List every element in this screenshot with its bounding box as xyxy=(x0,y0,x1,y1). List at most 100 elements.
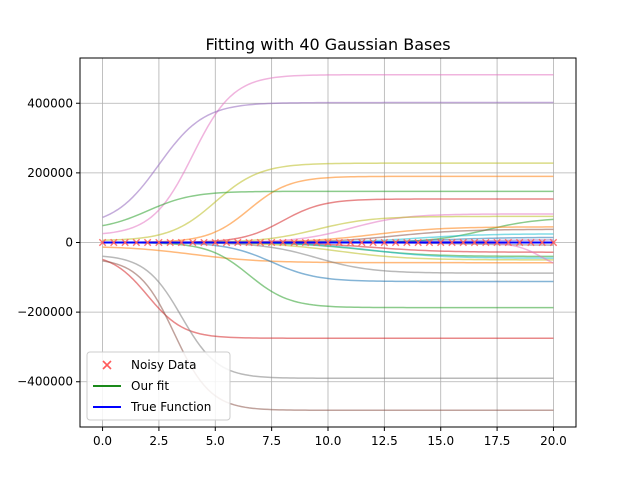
basis-curve xyxy=(102,190,554,227)
marker-stroke xyxy=(245,238,253,247)
noisy-data-marker xyxy=(380,238,389,247)
x-tick-label: 20.0 xyxy=(540,434,567,448)
marker-stroke xyxy=(448,238,456,247)
noisy-data-marker xyxy=(189,238,197,247)
noisy-data-marker xyxy=(245,238,253,247)
noisy-data-marker xyxy=(166,238,174,247)
marker-stroke xyxy=(110,238,118,247)
marker-stroke xyxy=(482,238,490,247)
noisy-data-marker xyxy=(549,238,558,247)
noisy-data-marker xyxy=(200,238,208,247)
marker-stroke xyxy=(346,238,355,247)
x-tick-label: 17.5 xyxy=(484,434,511,448)
marker-stroke xyxy=(437,238,445,247)
marker-stroke xyxy=(98,238,107,247)
y-tick-label: 0 xyxy=(65,236,73,250)
noisy-data-marker xyxy=(527,238,535,247)
noisy-data-marker xyxy=(538,238,546,247)
noisy-data-marker xyxy=(132,238,141,247)
noisy-data-marker xyxy=(425,238,434,247)
marker-stroke xyxy=(267,238,276,247)
y-tick-label: 200000 xyxy=(27,166,73,180)
marker-stroke xyxy=(470,238,479,247)
marker-stroke xyxy=(380,238,389,247)
noisy-data-marker xyxy=(504,238,513,247)
marker-stroke xyxy=(527,238,535,247)
marker-stroke xyxy=(391,238,400,247)
marker-stroke xyxy=(301,238,310,247)
noisy-data-marker xyxy=(211,238,219,247)
noisy-data-marker xyxy=(414,238,422,247)
noisy-data-marker xyxy=(121,238,129,247)
marker-stroke xyxy=(290,238,298,247)
noisy-data-marker xyxy=(279,238,287,247)
noisy-data-marker xyxy=(346,238,355,247)
legend-label: Noisy Data xyxy=(131,358,196,372)
marker-stroke xyxy=(313,238,321,247)
x-tick-label: 10.0 xyxy=(315,434,342,448)
noisy-data-marker xyxy=(267,238,276,247)
marker-stroke xyxy=(121,238,129,247)
marker-stroke xyxy=(493,238,501,247)
noisy-data-marker xyxy=(177,238,186,247)
y-tick-label: 400000 xyxy=(27,96,73,110)
marker-stroke xyxy=(515,238,524,247)
basis-curve xyxy=(102,101,554,219)
basis-curve xyxy=(102,260,554,412)
noisy-data-marker xyxy=(391,238,400,247)
noisy-data-marker xyxy=(335,238,343,247)
basis-curve xyxy=(102,175,554,244)
noisy-data-marker xyxy=(448,238,456,247)
marker-stroke xyxy=(143,238,152,247)
marker-stroke xyxy=(234,238,242,247)
marker-stroke xyxy=(335,238,343,247)
noisy-data-marker xyxy=(403,238,411,247)
x-tick-label: 12.5 xyxy=(371,434,398,448)
marker-stroke xyxy=(166,238,174,247)
marker-stroke xyxy=(177,238,186,247)
marker-stroke xyxy=(222,238,231,247)
noisy-data-marker xyxy=(98,238,107,247)
legend-box xyxy=(86,351,231,421)
basis-curve xyxy=(102,73,554,235)
noisy-data-marker xyxy=(110,238,118,247)
noisy-data-marker xyxy=(324,238,332,247)
marker-stroke xyxy=(189,238,197,247)
marker-stroke xyxy=(403,238,411,247)
x-tick-label: 5.0 xyxy=(206,434,225,448)
noisy-data-points xyxy=(98,238,558,247)
chart-title: Fitting with 40 Gaussian Bases xyxy=(205,35,450,54)
noisy-data-marker xyxy=(313,238,321,247)
basis-curve xyxy=(102,162,554,241)
noisy-data-marker xyxy=(290,238,298,247)
marker-stroke xyxy=(200,238,208,247)
marker-stroke xyxy=(538,238,546,247)
noisy-data-marker xyxy=(256,238,265,247)
noisy-data-marker xyxy=(470,238,479,247)
y-tick-label: −200000 xyxy=(17,305,73,319)
noisy-data-marker xyxy=(358,238,366,247)
noisy-data-marker xyxy=(234,238,242,247)
noisy-data-marker xyxy=(515,238,524,247)
noisy-data-marker xyxy=(437,238,445,247)
marker-stroke xyxy=(549,238,558,247)
legend-label: Our fit xyxy=(131,379,169,393)
marker-stroke xyxy=(459,238,467,247)
marker-stroke xyxy=(211,238,219,247)
legend-marker xyxy=(102,360,112,370)
marker-stroke xyxy=(256,238,265,247)
marker-stroke xyxy=(504,238,513,247)
marker-stroke xyxy=(358,238,366,247)
noisy-data-marker xyxy=(482,238,490,247)
basis-curve xyxy=(102,241,554,309)
noisy-data-marker xyxy=(459,238,467,247)
noisy-data-marker xyxy=(301,238,310,247)
axes: 0.0 2.5 5.0 7.5 10.0 12.5 15.0 17.5 20.0 −400000 −… xyxy=(17,57,577,448)
x-tick-label: 0.0 xyxy=(93,434,112,448)
marker-stroke xyxy=(369,238,377,247)
marker-stroke xyxy=(155,238,163,247)
x-tick-label: 15.0 xyxy=(427,434,454,448)
marker-stroke xyxy=(324,238,332,247)
x-tick-label: 2.5 xyxy=(149,434,168,448)
